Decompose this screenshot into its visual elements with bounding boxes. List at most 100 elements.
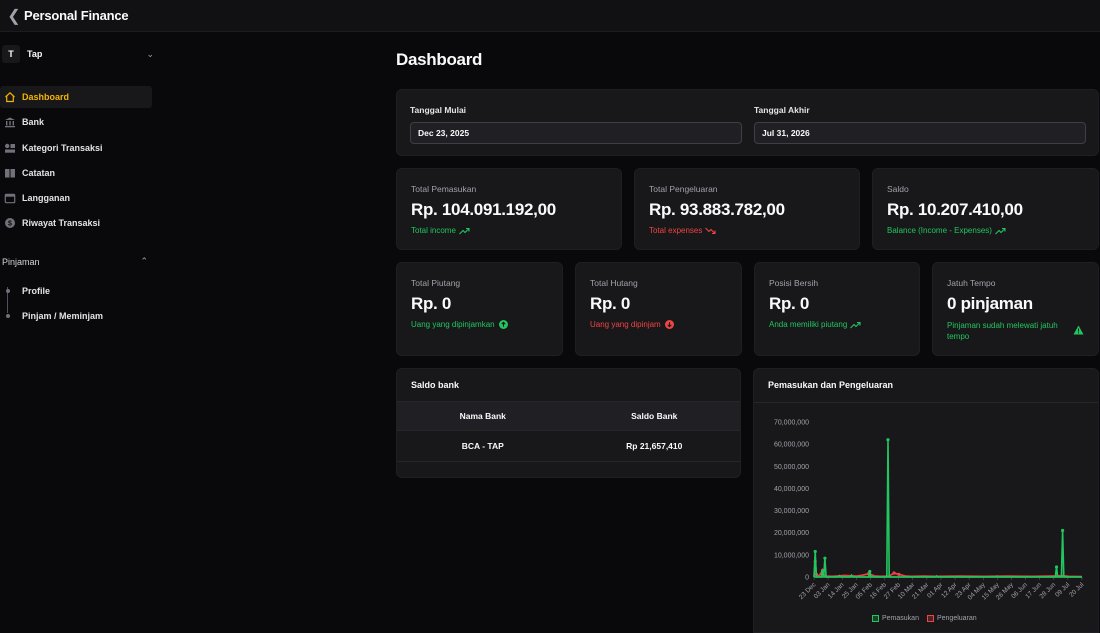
total-debt-card: Total Hutang Rp. 0 Uang yang dipinjam xyxy=(575,262,742,356)
stat-subtitle: Total income xyxy=(411,226,470,235)
stat-subtitle: Total expenses xyxy=(649,226,716,235)
calendar-icon xyxy=(3,192,16,205)
submenu-line xyxy=(7,287,8,313)
legend-swatch-income xyxy=(872,615,879,622)
data-point xyxy=(820,569,825,574)
loans-group-toggle[interactable]: Pinjaman ⌃ xyxy=(2,256,148,267)
data-point xyxy=(892,571,896,575)
data-point xyxy=(823,556,827,560)
y-tick-label: 0 xyxy=(805,575,809,582)
sidebar-item-riwayat-transaksi[interactable]: $ Riwayat Transaksi xyxy=(0,212,152,234)
chevron-up-icon: ⌃ xyxy=(140,256,148,266)
stat-subtitle: Balance (Income - Expenses) xyxy=(887,226,1006,235)
y-tick-label: 20,000,000 xyxy=(774,530,809,537)
back-icon[interactable]: ❮ xyxy=(7,7,21,25)
bank-balance-cell: Rp 21,657,410 xyxy=(626,441,683,451)
dollar-icon: $ xyxy=(3,217,16,230)
svg-text:$: $ xyxy=(8,221,12,228)
workspace-name: Tap xyxy=(27,49,43,59)
stat-value: Rp. 10.207.410,00 xyxy=(887,200,1023,219)
bullet-icon xyxy=(5,313,10,318)
stat-value: Rp. 0 xyxy=(769,294,810,313)
column-header-bank-balance: Saldo Bank xyxy=(631,411,678,421)
sidebar-item-label: Pinjam / Meminjam xyxy=(22,310,104,321)
x-tick-label: 28 Jun xyxy=(1038,581,1057,600)
sidebar-item-bank[interactable]: Bank xyxy=(0,111,152,133)
data-point xyxy=(886,438,890,442)
arrow-down-circle-icon xyxy=(664,320,674,329)
legend-label-income[interactable]: Pemasukan xyxy=(882,615,919,622)
trend-down-icon xyxy=(705,227,716,234)
y-tick-label: 70,000,000 xyxy=(774,420,809,427)
data-point xyxy=(1060,528,1065,533)
sidebar-item-label: Bank xyxy=(22,117,45,128)
end-date-label: Tanggal Akhir xyxy=(754,105,810,115)
net-position-card: Posisi Bersih Rp. 0 Anda memiliki piutan… xyxy=(754,262,920,356)
data-point xyxy=(813,549,817,554)
stat-value: Rp. 0 xyxy=(411,294,452,313)
legend-swatch-expense xyxy=(926,615,934,622)
table-header: Nama Bank Saldo Bank xyxy=(397,401,740,431)
loans-submenu: Profile Pinjam / Meminjam xyxy=(0,278,152,328)
y-tick-label: 60,000,000 xyxy=(774,442,809,449)
top-bar: ❮ Personal Finance xyxy=(0,0,1100,32)
income-expense-chart: 0 10,000,000 20,000,000 30,000,000 40,000,00… xyxy=(774,420,1086,602)
stat-subtitle: Pinjaman sudah melewati jatuh tempo xyxy=(947,321,1058,341)
start-date-input[interactable]: Dec 23, 2025 xyxy=(410,122,742,144)
sidebar: T Tap ⌄ Dashboard Bank Kategori Transaks… xyxy=(0,33,160,633)
stat-subtitle: Uang yang dipinjam xyxy=(590,320,674,329)
total-expenses-card: Total Pengeluaran Rp. 93.883.782,00 Tota… xyxy=(634,168,860,250)
arrow-up-circle-icon xyxy=(498,320,508,329)
trend-up-icon xyxy=(995,227,1006,234)
sidebar-item-dashboard[interactable]: Dashboard xyxy=(0,86,152,108)
series-area-pemasukan xyxy=(814,439,1082,577)
divider xyxy=(754,402,1098,403)
sidebar-item-label: Dashboard xyxy=(22,92,70,102)
table-row: BCA - TAP Rp 21,657,410 xyxy=(397,431,740,462)
sidebar-item-pinjam-meminjam[interactable]: Pinjam / Meminjam xyxy=(0,303,152,328)
book-icon xyxy=(3,166,16,179)
date-filter-card: Tanggal Mulai Dec 23, 2025 Tanggal Akhir… xyxy=(396,89,1099,156)
data-point xyxy=(868,569,872,574)
stat-label: Total Hutang xyxy=(590,278,638,288)
due-date-card: Jatuh Tempo 0 pinjaman Pinjaman sudah me… xyxy=(932,262,1099,356)
chart-title: Pemasukan dan Pengeluaran xyxy=(768,380,894,390)
stat-value: Rp. 93.883.782,00 xyxy=(649,200,785,219)
workspace-switcher[interactable]: T Tap ⌄ xyxy=(2,44,158,64)
legend-label-expense[interactable]: Pengeluaran xyxy=(936,615,977,622)
series-line-pemasukan xyxy=(813,439,1082,578)
sidebar-item-profile[interactable]: Profile xyxy=(0,278,152,303)
stat-label: Total Pengeluaran xyxy=(649,184,718,194)
stat-label: Posisi Bersih xyxy=(769,278,819,288)
x-tick-label: 20 Jul xyxy=(1068,581,1086,599)
stat-subtitle: Uang yang dipinjamkan xyxy=(411,320,508,329)
sidebar-item-label: Langganan xyxy=(22,193,71,204)
loans-group-title: Pinjaman xyxy=(2,256,40,267)
sidebar-item-catatan[interactable]: Catatan xyxy=(0,162,152,184)
stat-value: Rp. 104.091.192,00 xyxy=(411,200,556,219)
stat-value: Rp. 0 xyxy=(590,294,631,313)
data-point xyxy=(1054,565,1059,569)
stat-label: Total Pemasukan xyxy=(411,184,477,194)
data-point xyxy=(897,572,901,576)
main-nav: Dashboard Bank Kategori Transaksi Catata… xyxy=(0,86,152,238)
balance-card: Saldo Rp. 10.207.410,00 Balance (Income … xyxy=(872,168,1099,250)
sidebar-item-label: Kategori Transaksi xyxy=(22,142,103,153)
income-expense-chart-card: Pemasukan dan Pengeluaran 0 10,000,000 20,… xyxy=(753,368,1099,633)
column-header-bank-name: Nama Bank xyxy=(459,411,506,421)
bank-balance-card: Saldo bank Nama Bank Saldo Bank BCA - TA… xyxy=(396,368,741,478)
end-date-input[interactable]: Jul 31, 2026 xyxy=(754,122,1086,144)
start-date-group: Tanggal Mulai Dec 23, 2025 xyxy=(410,105,742,144)
sidebar-item-kategori-transaksi[interactable]: Kategori Transaksi xyxy=(0,137,152,159)
series-area-pengeluaran xyxy=(814,561,1082,577)
x-tick-label: 09 Jul xyxy=(1054,581,1072,599)
total-income-card: Total Pemasukan Rp. 104.091.192,00 Total… xyxy=(396,168,622,250)
bank-balance-title: Saldo bank xyxy=(411,380,460,390)
sidebar-item-langganan[interactable]: Langganan xyxy=(0,187,152,209)
stat-subtitle: Anda memiliki piutang xyxy=(769,320,861,329)
sidebar-item-label: Profile xyxy=(22,285,51,296)
y-tick-label: 10,000,000 xyxy=(774,552,809,559)
stat-value: 0 pinjaman xyxy=(947,294,1033,313)
stat-label: Saldo xyxy=(887,184,909,194)
sidebar-item-label: Riwayat Transaksi xyxy=(22,218,101,229)
